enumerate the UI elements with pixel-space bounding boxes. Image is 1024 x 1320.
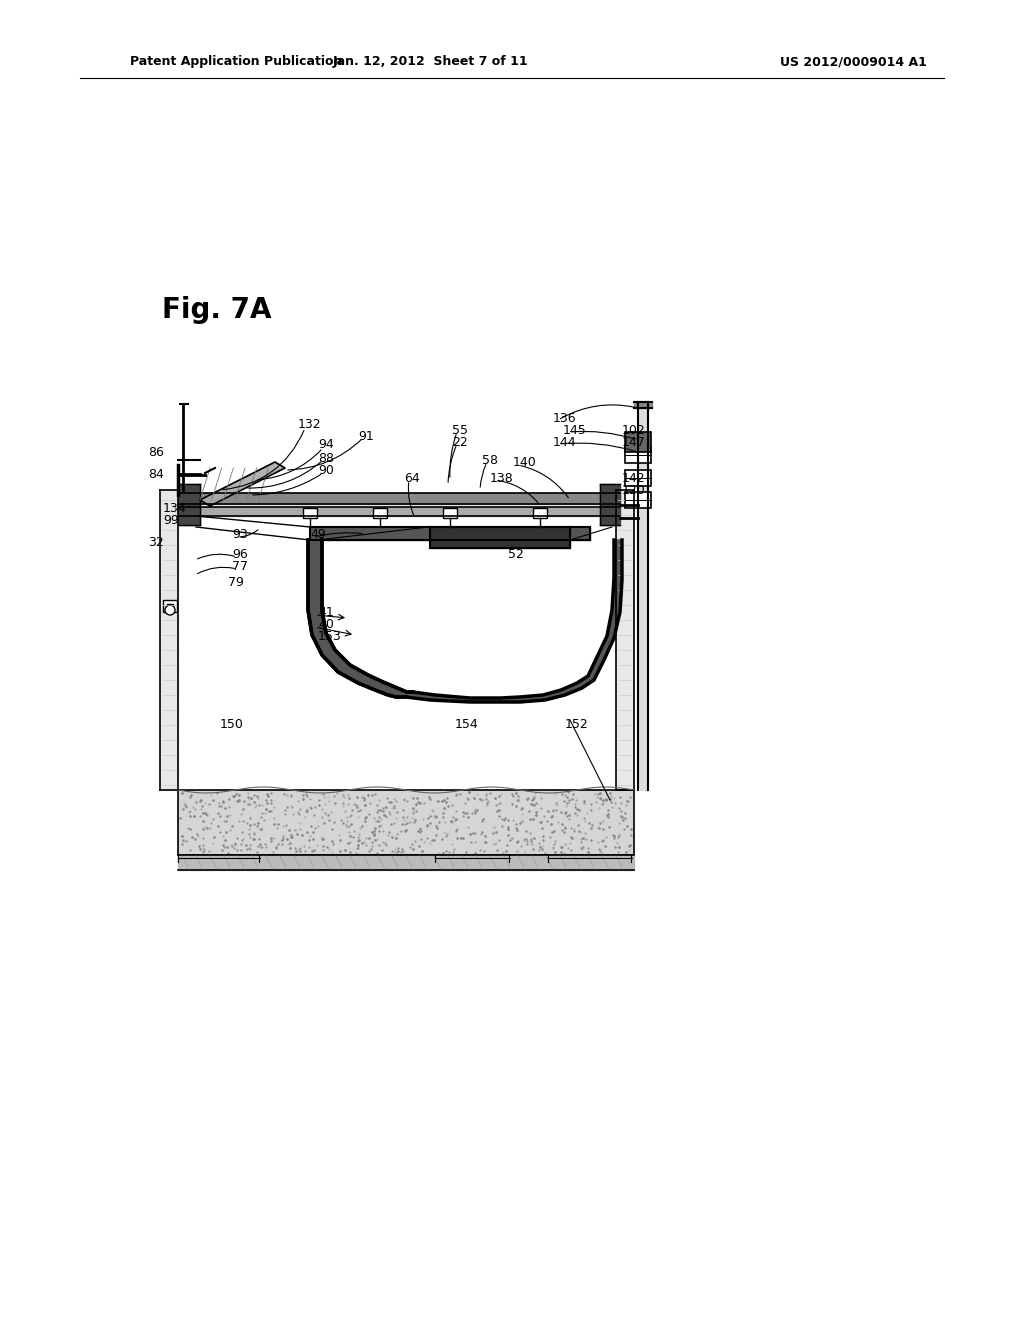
Text: 99: 99 xyxy=(163,513,179,527)
Polygon shape xyxy=(600,484,620,525)
Text: 88: 88 xyxy=(318,451,334,465)
Text: 77: 77 xyxy=(232,561,248,573)
Polygon shape xyxy=(200,462,285,506)
Polygon shape xyxy=(308,540,413,697)
Text: 64: 64 xyxy=(404,471,420,484)
Text: 132: 132 xyxy=(298,418,322,432)
Bar xyxy=(534,508,547,517)
Bar xyxy=(163,601,177,612)
Text: US 2012/0009014 A1: US 2012/0009014 A1 xyxy=(780,55,927,69)
Text: 94: 94 xyxy=(318,438,334,451)
Text: 40: 40 xyxy=(318,619,334,631)
Text: 91: 91 xyxy=(358,429,374,442)
Bar xyxy=(625,432,651,451)
Circle shape xyxy=(165,605,175,615)
Polygon shape xyxy=(160,490,178,789)
Bar xyxy=(625,447,651,463)
Text: 138: 138 xyxy=(490,471,514,484)
Text: 55: 55 xyxy=(452,424,468,437)
Text: 86: 86 xyxy=(148,446,164,459)
Polygon shape xyxy=(634,403,652,408)
Text: 96: 96 xyxy=(232,549,248,561)
Polygon shape xyxy=(308,540,622,702)
Text: 140: 140 xyxy=(513,457,537,470)
Bar xyxy=(443,508,457,517)
Text: 93: 93 xyxy=(232,528,248,541)
Bar xyxy=(373,508,387,517)
Polygon shape xyxy=(638,403,648,789)
Text: 145: 145 xyxy=(563,424,587,437)
Text: Fig. 7A: Fig. 7A xyxy=(162,296,271,323)
Polygon shape xyxy=(616,490,634,789)
Text: 154: 154 xyxy=(455,718,479,731)
Text: Jan. 12, 2012  Sheet 7 of 11: Jan. 12, 2012 Sheet 7 of 11 xyxy=(332,55,527,69)
Text: 90: 90 xyxy=(318,465,334,478)
Text: 120: 120 xyxy=(622,483,646,496)
Text: 84: 84 xyxy=(148,467,164,480)
Text: 58: 58 xyxy=(482,454,498,466)
Text: 134: 134 xyxy=(163,502,186,515)
Polygon shape xyxy=(178,855,634,870)
Text: 22: 22 xyxy=(452,436,468,449)
Text: Patent Application Publication: Patent Application Publication xyxy=(130,55,342,69)
Text: 150: 150 xyxy=(220,718,244,731)
Polygon shape xyxy=(310,527,590,540)
Bar xyxy=(625,492,651,508)
Text: 142: 142 xyxy=(622,471,645,484)
Text: 136: 136 xyxy=(553,412,577,425)
Bar xyxy=(178,789,634,855)
Polygon shape xyxy=(178,492,620,504)
Text: 32: 32 xyxy=(148,536,164,549)
Text: 153: 153 xyxy=(318,631,342,644)
Text: 52: 52 xyxy=(508,549,524,561)
Text: 102: 102 xyxy=(622,424,646,437)
Text: 79: 79 xyxy=(228,576,244,589)
Text: 147: 147 xyxy=(622,436,646,449)
Polygon shape xyxy=(178,507,620,516)
Text: 152: 152 xyxy=(565,718,589,731)
Bar xyxy=(625,470,651,486)
Polygon shape xyxy=(178,484,200,525)
Text: 144: 144 xyxy=(553,436,577,449)
Polygon shape xyxy=(430,527,570,548)
Bar xyxy=(303,508,317,517)
Text: 41: 41 xyxy=(318,606,334,619)
Text: 49: 49 xyxy=(310,528,326,541)
